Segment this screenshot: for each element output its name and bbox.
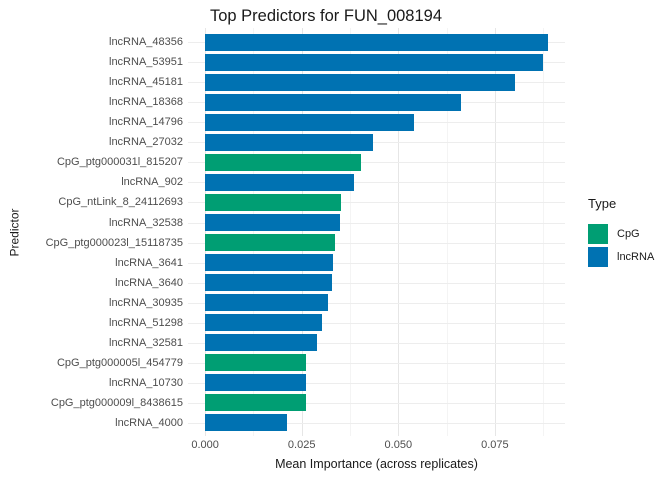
- gridline-horizontal: [188, 202, 565, 204]
- y-axis-title: Predictor: [7, 208, 22, 257]
- x-tick-label: 0.075: [481, 439, 509, 451]
- x-axis-title: Mean Importance (across replicates): [275, 457, 478, 471]
- gridline-horizontal: [188, 262, 565, 264]
- bar: [205, 33, 548, 51]
- gridline-horizontal: [188, 382, 565, 384]
- legend-items: CpG lncRNA: [588, 224, 672, 267]
- gridline-horizontal: [188, 322, 565, 324]
- x-tick-label: 0.050: [384, 439, 413, 451]
- bar: [205, 234, 335, 251]
- bar: [205, 354, 307, 372]
- gridline-horizontal: [188, 222, 565, 224]
- y-tick-label: CpG_ptg000005l_454779: [56, 356, 183, 369]
- legend: Type CpG lncRNA: [588, 196, 672, 270]
- x-tick-label: 0.000: [191, 439, 219, 451]
- bar: [205, 414, 287, 432]
- y-tick-label: lncRNA_3641: [115, 256, 183, 269]
- gridline-vertical-minor: [446, 28, 448, 436]
- bar: [205, 73, 515, 91]
- bar: [205, 153, 362, 171]
- gridline-vertical-minor: [253, 28, 255, 436]
- legend-label: CpG: [617, 228, 640, 240]
- bar: [205, 374, 306, 392]
- bar: [205, 113, 414, 131]
- gridline-horizontal: [188, 362, 565, 364]
- bar: [205, 214, 341, 231]
- gridline-vertical-major: [205, 28, 207, 436]
- gridline-horizontal: [188, 402, 565, 404]
- gridline-horizontal: [188, 282, 565, 284]
- chart-title: Top Predictors for FUN_008194: [209, 7, 443, 25]
- y-tick-label: lncRNA_30935: [109, 296, 183, 309]
- y-tick-label: lncRNA_3640: [115, 276, 183, 289]
- y-tick-label: lncRNA_51298: [109, 316, 183, 329]
- bar: [205, 334, 318, 352]
- gridline-vertical-major: [494, 28, 496, 436]
- y-tick-label: CpG_ptg000009l_8438615: [50, 396, 183, 409]
- gridline-vertical-minor: [350, 28, 351, 436]
- bar: [205, 294, 329, 312]
- bar: [205, 254, 333, 272]
- legend-swatch: [588, 247, 608, 267]
- gridline-horizontal: [188, 242, 565, 244]
- legend-swatch: [588, 224, 608, 244]
- y-tick-label: CpG_ptg000031l_815207: [56, 156, 183, 169]
- gridline-horizontal: [188, 162, 565, 164]
- y-tick-label: lncRNA_53951: [109, 56, 183, 68]
- gridline-vertical-minor: [543, 28, 545, 436]
- bar: [205, 53, 544, 71]
- y-tick-label: CpG_ptg000023l_15118735: [45, 236, 183, 249]
- gridline-horizontal: [188, 182, 565, 184]
- y-tick-label: lncRNA_18368: [109, 96, 183, 109]
- gridline-horizontal: [188, 142, 565, 144]
- gridline-horizontal: [188, 342, 565, 344]
- legend-item: CpG: [588, 224, 672, 244]
- legend-item: lncRNA: [588, 247, 672, 267]
- y-tick-label: lncRNA_10730: [109, 376, 183, 389]
- bar: [205, 394, 306, 412]
- legend-title: Type: [588, 196, 617, 211]
- y-tick-label: lncRNA_4000: [115, 416, 183, 429]
- bar: [205, 314, 322, 332]
- y-tick-label: lncRNA_32581: [109, 336, 183, 349]
- x-tick-label: 0.025: [287, 439, 316, 451]
- plot-panel: [188, 28, 565, 436]
- gridline-vertical-major: [398, 28, 400, 436]
- y-tick-label: lncRNA_14796: [109, 116, 183, 129]
- y-tick-label: lncRNA_48356: [109, 36, 183, 48]
- gridline-horizontal: [188, 422, 565, 424]
- gridline-horizontal: [188, 302, 565, 304]
- legend-label: lncRNA: [617, 251, 655, 263]
- y-tick-label: lncRNA_902: [121, 176, 183, 189]
- y-tick-label: lncRNA_32538: [109, 216, 183, 229]
- y-tick-label: lncRNA_45181: [109, 76, 183, 89]
- bar: [205, 274, 332, 292]
- y-tick-label: lncRNA_27032: [109, 136, 183, 149]
- bar: [205, 173, 354, 191]
- bar: [205, 93, 461, 111]
- gridline-vertical-major: [301, 28, 303, 436]
- y-tick-label: CpG_ntLink_8_24112693: [58, 196, 183, 209]
- bar: [205, 133, 374, 151]
- bar: [205, 193, 342, 211]
